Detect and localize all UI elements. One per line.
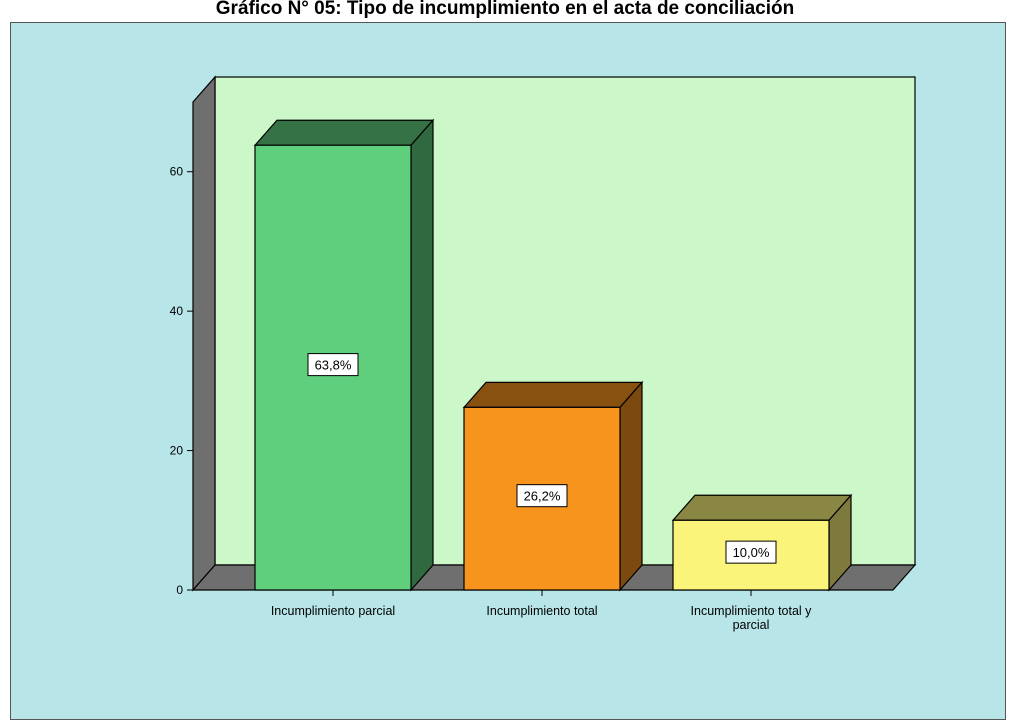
data-label-box [307, 353, 359, 377]
data-label-box [725, 540, 777, 564]
bar-top [671, 494, 853, 521]
category-label: parcial [733, 618, 770, 632]
y-tick-label: 0 [176, 583, 183, 597]
y-tick-label: 60 [170, 165, 184, 179]
y-tick-label: 40 [170, 304, 184, 318]
category-label: Incumplimiento total y [691, 604, 813, 618]
bar-side [410, 118, 434, 592]
data-label: 10,0% [733, 545, 770, 560]
data-label: 26,2% [524, 489, 561, 504]
chart-title: Gráfico N° 05: Tipo de incumplimiento en… [215, 0, 795, 18]
y-tick-label: 20 [170, 444, 184, 458]
data-label-box [516, 484, 568, 508]
bar-side [619, 380, 643, 592]
category-label: Incumplimiento parcial [271, 604, 395, 618]
bar-top [462, 381, 644, 408]
bar-top [253, 119, 435, 146]
category-label: Incumplimiento total [486, 604, 597, 618]
side-wall [192, 75, 216, 592]
data-label: 63,8% [315, 358, 352, 373]
